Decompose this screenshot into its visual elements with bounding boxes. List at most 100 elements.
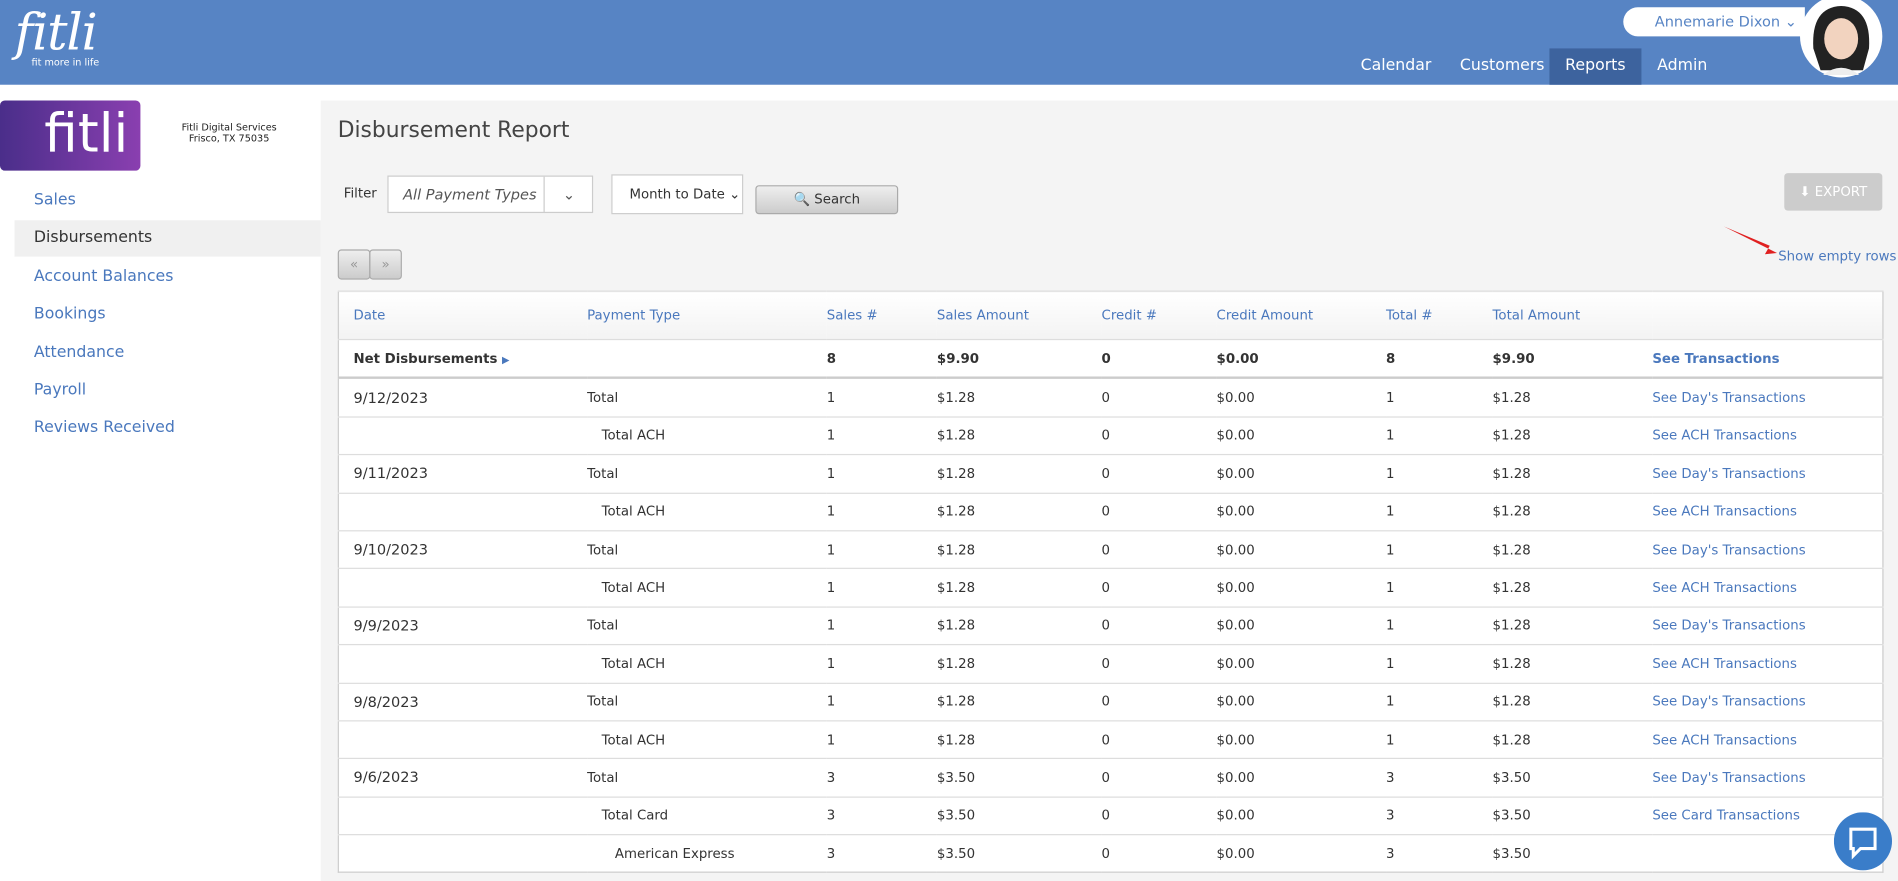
cell: Total Card — [587, 796, 827, 835]
link-cell[interactable]: See Day's Transactions — [1652, 530, 1883, 569]
cell: 0 — [1101, 682, 1217, 721]
cell — [338, 644, 588, 683]
cell: Net Disbursements ▶ — [338, 338, 588, 380]
cell: 1 — [826, 682, 937, 721]
cell: $0.00 — [1216, 530, 1387, 569]
table-row: Total ACH 1 $1.28 0 $0.00 1 $1.28 See ACH Trans… — [338, 492, 1883, 531]
company-name: Fitli Digital Services — [181, 122, 277, 134]
cell: $3.50 — [1492, 796, 1653, 835]
cell: 0 — [1101, 568, 1217, 607]
period-text: Month to Date — [629, 186, 725, 203]
link-cell[interactable]: See ACH Transactions — [1652, 644, 1883, 683]
link-cell[interactable]: See ACH Transactions — [1652, 568, 1883, 607]
cell: 1 — [826, 568, 937, 607]
cell: $0.00 — [1216, 454, 1387, 493]
filter-label: Filter — [343, 185, 377, 201]
cell: 9/8/2023 — [338, 682, 588, 721]
menu-item[interactable]: Disbursements — [14, 220, 321, 258]
table-row: 9/10/2023 Total 1 $1.28 0 $0.00 1 $1.28 See Day'… — [338, 530, 1883, 569]
cell: Total — [587, 758, 827, 797]
report-table: Date Payment Type Sales # Sales Amount Credi… — [337, 290, 1884, 874]
table-row: 9/12/2023 Total 1 $1.28 0 $0.00 1 $1.28 See Day'… — [338, 377, 1883, 417]
menu-item[interactable]: Account Balances — [33, 267, 174, 286]
cell: $1.28 — [1492, 606, 1653, 645]
cell: 9/6/2023 — [338, 758, 588, 797]
cell: $1.28 — [936, 606, 1102, 645]
link-cell[interactable]: See Transactions — [1652, 338, 1883, 380]
table-row: Total ACH 1 $1.28 0 $0.00 1 $1.28 See ACH Trans… — [338, 568, 1883, 607]
cell: 1 — [1386, 606, 1493, 645]
link-cell[interactable]: See ACH Transactions — [1652, 492, 1883, 531]
link-cell[interactable]: See Day's Transactions — [1652, 682, 1883, 721]
cell: $1.28 — [936, 568, 1102, 607]
nav-item[interactable]: Calendar — [1360, 56, 1432, 76]
cell: 0 — [1101, 492, 1217, 531]
cell: 1 — [1386, 644, 1493, 683]
export-button[interactable]: ⬇ EXPORT — [1784, 173, 1883, 211]
nav-item[interactable]: Reports — [1549, 48, 1642, 85]
cell: 1 — [826, 492, 937, 531]
column-header: Total # — [1386, 290, 1493, 340]
link-cell[interactable]: See Day's Transactions — [1652, 377, 1883, 417]
cell: Total — [587, 606, 827, 645]
header: fitli fit more in life Annemarie Dixon ⌄… — [0, 0, 1898, 85]
cell: $0.00 — [1216, 796, 1387, 835]
side-logo: fitli — [0, 100, 141, 171]
column-header: Sales Amount — [936, 290, 1102, 340]
cell: Total ACH — [587, 416, 827, 455]
menu-item[interactable]: Bookings — [33, 305, 106, 324]
expand-icon[interactable]: ▶ — [502, 354, 510, 366]
tagline: fit more in life — [31, 56, 100, 68]
link-cell[interactable]: See ACH Transactions — [1652, 416, 1883, 455]
user-menu[interactable]: Annemarie Dixon ⌄ — [1623, 7, 1805, 37]
cell: 9/11/2023 — [338, 454, 588, 493]
search-button[interactable]: 🔍 Search — [755, 185, 899, 215]
chat-button[interactable] — [1833, 812, 1893, 871]
cell: 1 — [1386, 454, 1493, 493]
cell: $1.28 — [1492, 530, 1653, 569]
cell: 3 — [826, 758, 937, 797]
column-header: Total Amount — [1492, 290, 1653, 340]
menu-item[interactable]: Payroll — [33, 381, 87, 400]
show-empty-link[interactable]: Show empty rows — [1778, 248, 1897, 264]
link-cell[interactable]: See ACH Transactions — [1652, 720, 1883, 759]
cell: 3 — [1386, 796, 1493, 835]
nav-item[interactable]: Admin — [1657, 56, 1708, 76]
menu-item[interactable]: Sales — [33, 191, 76, 210]
cell — [338, 416, 588, 455]
nav-item[interactable]: Customers — [1459, 56, 1545, 76]
cell: 0 — [1101, 720, 1217, 759]
cell: $0.00 — [1216, 758, 1387, 797]
menu-item[interactable]: Attendance — [33, 343, 125, 362]
cell: $3.50 — [936, 834, 1102, 873]
cell: $1.28 — [936, 530, 1102, 569]
cell: $0.00 — [1216, 834, 1387, 873]
cell: $3.50 — [1492, 834, 1653, 873]
cell: $1.28 — [1492, 492, 1653, 531]
cell: 1 — [826, 530, 937, 569]
link-cell[interactable]: See Day's Transactions — [1652, 606, 1883, 645]
cell: 0 — [1101, 606, 1217, 645]
link-cell[interactable]: See Day's Transactions — [1652, 758, 1883, 797]
cell: $1.28 — [936, 377, 1102, 417]
link-cell[interactable]: See Day's Transactions — [1652, 454, 1883, 493]
table-row: American Express 3 $3.50 0 $0.00 3 $3.50 — [338, 834, 1883, 873]
menu-item[interactable]: Reviews Received — [33, 419, 175, 438]
cell: 3 — [1386, 834, 1493, 873]
cell: 3 — [826, 834, 937, 873]
cell: $1.28 — [1492, 720, 1653, 759]
cell: 8 — [826, 338, 937, 380]
cell: 0 — [1101, 758, 1217, 797]
cell: American Express — [587, 834, 827, 873]
prev-button[interactable]: « — [337, 249, 371, 280]
next-button[interactable]: » — [369, 249, 402, 280]
period-select[interactable]: Month to Date ⌄ — [611, 174, 744, 215]
payment-select[interactable]: All Payment Types ⌄ — [387, 175, 594, 214]
cell: $1.28 — [936, 492, 1102, 531]
cell: $1.28 — [1492, 454, 1653, 493]
cell: $3.50 — [936, 758, 1102, 797]
cell: 0 — [1101, 416, 1217, 455]
cell: $3.50 — [1492, 758, 1653, 797]
